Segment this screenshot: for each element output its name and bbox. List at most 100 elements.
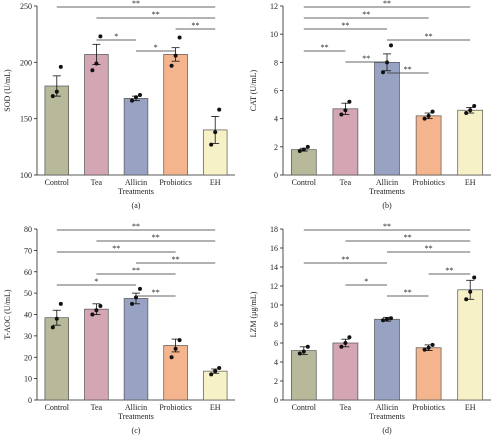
significance-label: ** (132, 0, 140, 8)
significance-label: * (364, 277, 368, 286)
data-point (343, 108, 348, 113)
y-tick-label: 6 (274, 339, 278, 348)
data-point (58, 301, 63, 306)
significance-label: ** (404, 288, 412, 297)
x-tick-label: EH (210, 403, 221, 412)
data-point (90, 312, 95, 317)
data-point (138, 286, 142, 291)
y-axis-label: T-AOC (U/mL) (3, 289, 12, 339)
x-tick-label: EH (465, 178, 476, 187)
data-point (472, 103, 477, 108)
significance-label: ** (404, 233, 412, 242)
significance-label: * (154, 43, 158, 52)
significance-label: ** (132, 266, 140, 275)
data-point (468, 289, 473, 294)
y-tick-label: 2 (274, 377, 278, 386)
data-point (305, 344, 310, 349)
panel-label: (b) (382, 201, 392, 210)
data-point (177, 338, 182, 343)
data-point (297, 351, 302, 356)
bar-allicin (374, 61, 400, 176)
data-point (173, 346, 178, 351)
data-point (54, 316, 59, 321)
x-tick-label: Tea (340, 178, 352, 187)
data-point (94, 308, 99, 313)
x-tick-label: Probiotics (159, 403, 191, 412)
data-point (54, 89, 59, 94)
y-tick-label: 0 (274, 171, 278, 180)
significance-label: ** (191, 21, 199, 30)
x-axis-label: Treatments (369, 187, 405, 196)
significance-label: ** (425, 244, 433, 253)
chart-panel-4: 0 2 4 6 8 10 12 14 16 18 Control Tea Allicin Probioti… (249, 222, 491, 435)
data-point (297, 149, 302, 154)
y-tick-label: 8 (274, 58, 278, 67)
data-point (90, 68, 95, 73)
data-point (209, 372, 214, 377)
y-tick-label: 10 (270, 301, 278, 310)
chart-panel-2: 0 2 4 6 8 10 12 Control Tea Allicin Probiotics EH **… (249, 0, 491, 210)
bar-probiotics (163, 54, 188, 176)
bar-tea (84, 54, 109, 176)
y-tick-label: 250 (20, 2, 32, 11)
bar-probiotics (415, 347, 442, 401)
data-point (472, 275, 477, 280)
y-tick-label: 150 (20, 115, 32, 124)
bar-allicin (374, 318, 400, 401)
data-point (134, 95, 138, 100)
data-point (58, 64, 63, 69)
bar-allicin (123, 98, 149, 176)
x-tick-label: Probiotics (412, 403, 444, 412)
data-point (430, 109, 435, 114)
data-point (426, 113, 431, 118)
data-point (464, 297, 469, 302)
x-tick-label: Allicin (125, 178, 147, 187)
data-point (464, 111, 469, 116)
bar-control (44, 85, 70, 176)
data-point (301, 147, 306, 152)
bar-probiotics (163, 345, 188, 401)
data-point (389, 316, 393, 321)
y-tick-label: 50 (24, 289, 32, 298)
significance-label: ** (152, 233, 160, 242)
x-axis-label: Treatments (369, 412, 405, 421)
x-tick-label: EH (210, 178, 221, 187)
data-point (130, 301, 134, 306)
data-point (301, 349, 306, 354)
data-point (138, 93, 142, 98)
data-point (213, 130, 218, 135)
bar-control (44, 317, 70, 401)
data-point (213, 369, 218, 374)
y-tick-label: 60 (24, 268, 32, 277)
y-tick-label: 6 (274, 87, 278, 96)
data-point (385, 317, 389, 322)
significance-label: ** (341, 21, 349, 30)
data-point (347, 99, 352, 104)
data-point (50, 94, 55, 99)
chart-panel-3: 0 10 20 30 40 50 60 70 80 Control Tea Allicin Probio… (3, 222, 235, 435)
significance-label: ** (112, 244, 120, 253)
significance-label: ** (132, 222, 140, 231)
x-tick-label: Allicin (125, 403, 147, 412)
data-point (426, 345, 431, 350)
data-point (98, 303, 103, 308)
data-point (381, 70, 385, 75)
data-point (217, 107, 222, 112)
bar-control (290, 350, 317, 401)
significance-label: ** (404, 65, 412, 74)
bar-allicin (123, 298, 149, 401)
y-tick-label: 100 (20, 171, 32, 180)
significance-label: ** (152, 10, 160, 19)
bar-control (290, 149, 317, 176)
significance-label: ** (383, 0, 391, 8)
y-axis-label: LZM (μg/mL) (249, 291, 258, 337)
y-tick-label: 14 (270, 263, 278, 272)
data-point (94, 61, 99, 66)
significance-label: ** (362, 10, 370, 19)
significance-label: * (94, 277, 98, 286)
x-axis-label: Treatments (118, 412, 154, 421)
data-point (98, 34, 103, 39)
x-tick-label: Tea (91, 178, 103, 187)
y-tick-label: 30 (24, 332, 32, 341)
x-tick-label: Tea (91, 403, 103, 412)
